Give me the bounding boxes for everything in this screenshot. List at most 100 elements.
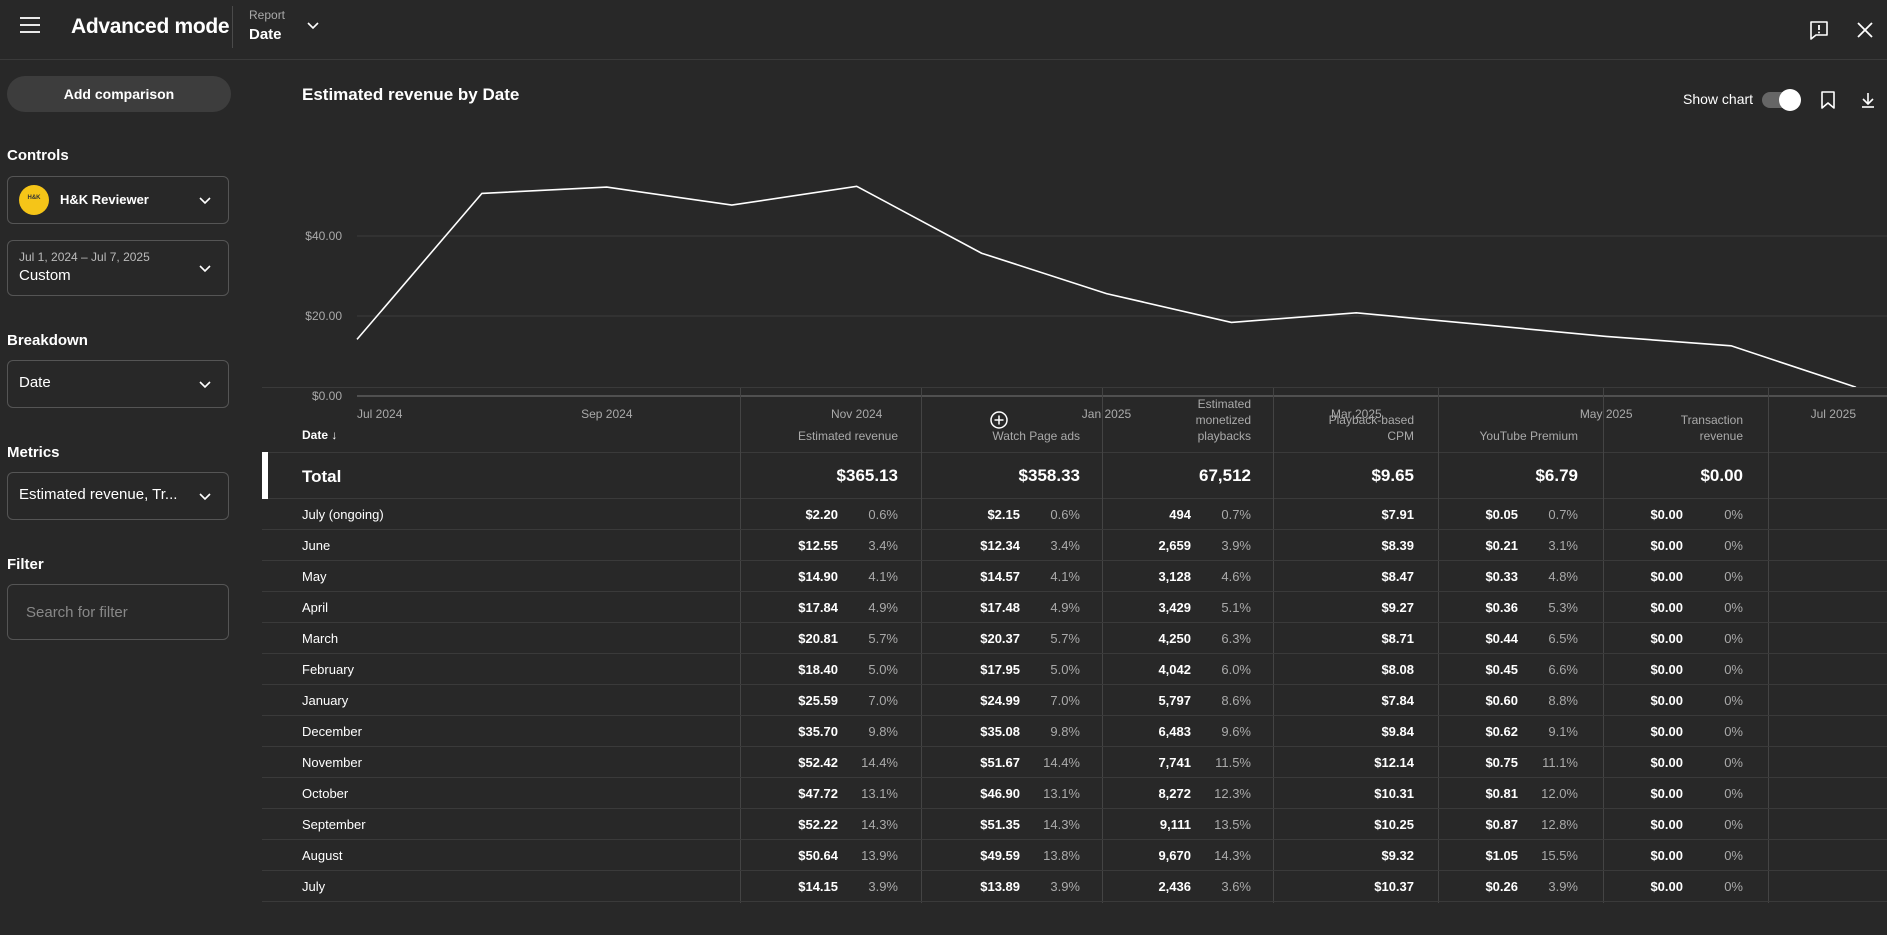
cell-value-cpm: $10.31 [1374,786,1414,801]
controls-label: Controls [7,147,69,164]
filter-search-input[interactable] [8,585,228,639]
table-row[interactable]: October $47.72 13.1% $46.90 13.1% 8,272 12.3% $… [262,778,1887,809]
cell-percent-wpa: 5.7% [1050,631,1080,646]
column-header-wpa[interactable]: Watch Page ads [992,429,1080,443]
cell-percent-emp: 0.7% [1221,507,1251,522]
cell-percent-ytp: 4.8% [1548,569,1578,584]
cell-value-wpa: $20.37 [980,631,1020,646]
bookmark-icon[interactable] [1819,90,1837,110]
column-header-emp[interactable]: Estimated monetized playbacks [1195,397,1251,443]
x-tick-label: Jul 2025 [1811,407,1857,421]
cell-value-trx: $0.00 [1650,507,1683,522]
cell-value-cpm: $7.84 [1381,693,1414,708]
table-row[interactable]: May $14.90 4.1% $14.57 4.1% 3,128 4.6% $8.47 $0.… [262,561,1887,592]
cell-value-wpa: $51.35 [980,817,1020,832]
y-tick-label: $40.00 [305,229,342,243]
cell-percent-trx: 0% [1724,662,1743,677]
cell-percent-rev: 4.9% [868,600,898,615]
breakdown-selector[interactable]: Date [7,360,229,408]
feedback-icon[interactable] [1808,19,1830,41]
download-icon[interactable] [1859,90,1877,110]
menu-icon[interactable] [20,17,40,33]
cell-percent-ytp: 15.5% [1541,848,1578,863]
row-label: February [302,662,355,677]
table-row[interactable]: April $17.84 4.9% $17.48 4.9% 3,429 5.1% $9.27 $… [262,592,1887,623]
table-row[interactable]: June $12.55 3.4% $12.34 3.4% 2,659 3.9% $8.39 $0… [262,530,1887,561]
cell-percent-rev: 14.3% [861,817,898,832]
show-chart-toggle[interactable] [1762,89,1801,111]
cell-percent-trx: 0% [1724,693,1743,708]
cell-value-ytp: $0.81 [1485,786,1518,801]
column-header-rev[interactable]: Estimated revenue [797,429,898,443]
cell-percent-wpa: 3.4% [1050,538,1080,553]
total-label: Total [302,467,342,486]
cell-value-trx: $0.00 [1650,879,1683,894]
cell-value-rev: $2.20 [805,507,838,522]
x-tick-label: Mar 2025 [1331,407,1382,421]
table-row[interactable]: August $50.64 13.9% $49.59 13.8% 9,670 14.3% $9… [262,840,1887,871]
close-icon[interactable] [1854,19,1876,41]
chevron-down-icon[interactable] [306,19,320,33]
row-label: December [302,724,362,739]
row-label: January [302,693,349,708]
chevron-down-icon [199,381,211,389]
metrics-label: Metrics [7,444,60,461]
cell-value-cpm: $9.32 [1381,848,1414,863]
cell-value-trx: $0.00 [1650,848,1683,863]
table-row[interactable]: February $18.40 5.0% $17.95 5.0% 4,042 6.0% $8.… [262,654,1887,685]
date-range-selector[interactable]: Jul 1, 2024 – Jul 7, 2025 Custom [7,240,229,296]
table-row[interactable]: December $35.70 9.8% $35.08 9.8% 6,483 9.6% $9.… [262,716,1887,747]
cell-value-rev: $47.72 [798,786,838,801]
cell-percent-wpa: 9.8% [1050,724,1080,739]
x-tick-label: Jul 2024 [357,407,403,421]
add-comparison-button[interactable]: Add comparison [7,76,231,112]
column-header-ytp[interactable]: YouTube Premium [1479,429,1579,443]
table-row[interactable]: March $20.81 5.7% $20.37 5.7% 4,250 6.3% $8.71 $… [262,623,1887,654]
cell-percent-emp: 9.6% [1221,724,1251,739]
cell-percent-trx: 0% [1724,817,1743,832]
cell-percent-rev: 0.6% [868,507,898,522]
sort-date-header[interactable]: Date ↓ [302,428,338,442]
cell-value-trx: $0.00 [1650,600,1683,615]
table-row[interactable]: January $25.59 7.0% $24.99 7.0% 5,797 8.6% $7.8… [262,685,1887,716]
channel-selector[interactable]: H&K H&K Reviewer [7,176,229,224]
cell-percent-emp: 4.6% [1221,569,1251,584]
column-header-cpm[interactable]: Playback-based CPM [1328,413,1414,443]
row-label: August [302,848,343,863]
cell-percent-emp: 3.9% [1221,538,1251,553]
table-row[interactable]: November $52.42 14.4% $51.67 14.4% 7,741 11.5%… [262,747,1887,778]
cell-percent-wpa: 13.1% [1043,786,1080,801]
cell-value-wpa: $2.15 [987,507,1020,522]
row-label: July (ongoing) [302,507,384,522]
cell-value-trx: $0.00 [1650,693,1683,708]
cell-percent-wpa: 7.0% [1050,693,1080,708]
cell-percent-rev: 7.0% [868,693,898,708]
cell-value-rev: $17.84 [798,600,838,615]
cell-value-emp: 4,042 [1158,662,1191,677]
cell-value-ytp: $0.62 [1485,724,1518,739]
cell-percent-rev: 13.9% [861,848,898,863]
table-row[interactable]: July $14.15 3.9% $13.89 3.9% 2,436 3.6% $10.37 $… [262,871,1887,902]
filter-box [7,584,229,640]
x-tick-label: Sep 2024 [581,407,633,421]
report-value[interactable]: Date [249,26,282,43]
metrics-selector[interactable]: Estimated revenue, Tr... [7,472,229,520]
date-preset: Custom [19,267,71,284]
column-divider [1438,388,1439,903]
column-header-trx[interactable]: Transaction revenue [1680,413,1743,443]
add-column-icon[interactable] [990,411,1008,429]
cell-value-cpm: $9.27 [1381,600,1414,615]
total-value-emp: 67,512 [1199,466,1251,485]
cell-percent-emp: 11.5% [1215,755,1251,770]
cell-percent-ytp: 5.3% [1548,600,1578,615]
table-row[interactable]: July (ongoing) $2.20 0.6% $2.15 0.6% 494 0.7% $… [262,499,1887,530]
cell-value-emp: 4,250 [1158,631,1191,646]
cell-percent-wpa: 3.9% [1050,879,1080,894]
cell-percent-wpa: 13.8% [1043,848,1080,863]
cell-value-wpa: $14.57 [980,569,1020,584]
cell-value-rev: $35.70 [798,724,838,739]
row-label: May [302,569,327,584]
app-title: Advanced mode [71,15,230,38]
table-row[interactable]: September $52.22 14.3% $51.35 14.3% 9,111 13.5… [262,809,1887,840]
date-range-text: Jul 1, 2024 – Jul 7, 2025 [19,250,150,264]
